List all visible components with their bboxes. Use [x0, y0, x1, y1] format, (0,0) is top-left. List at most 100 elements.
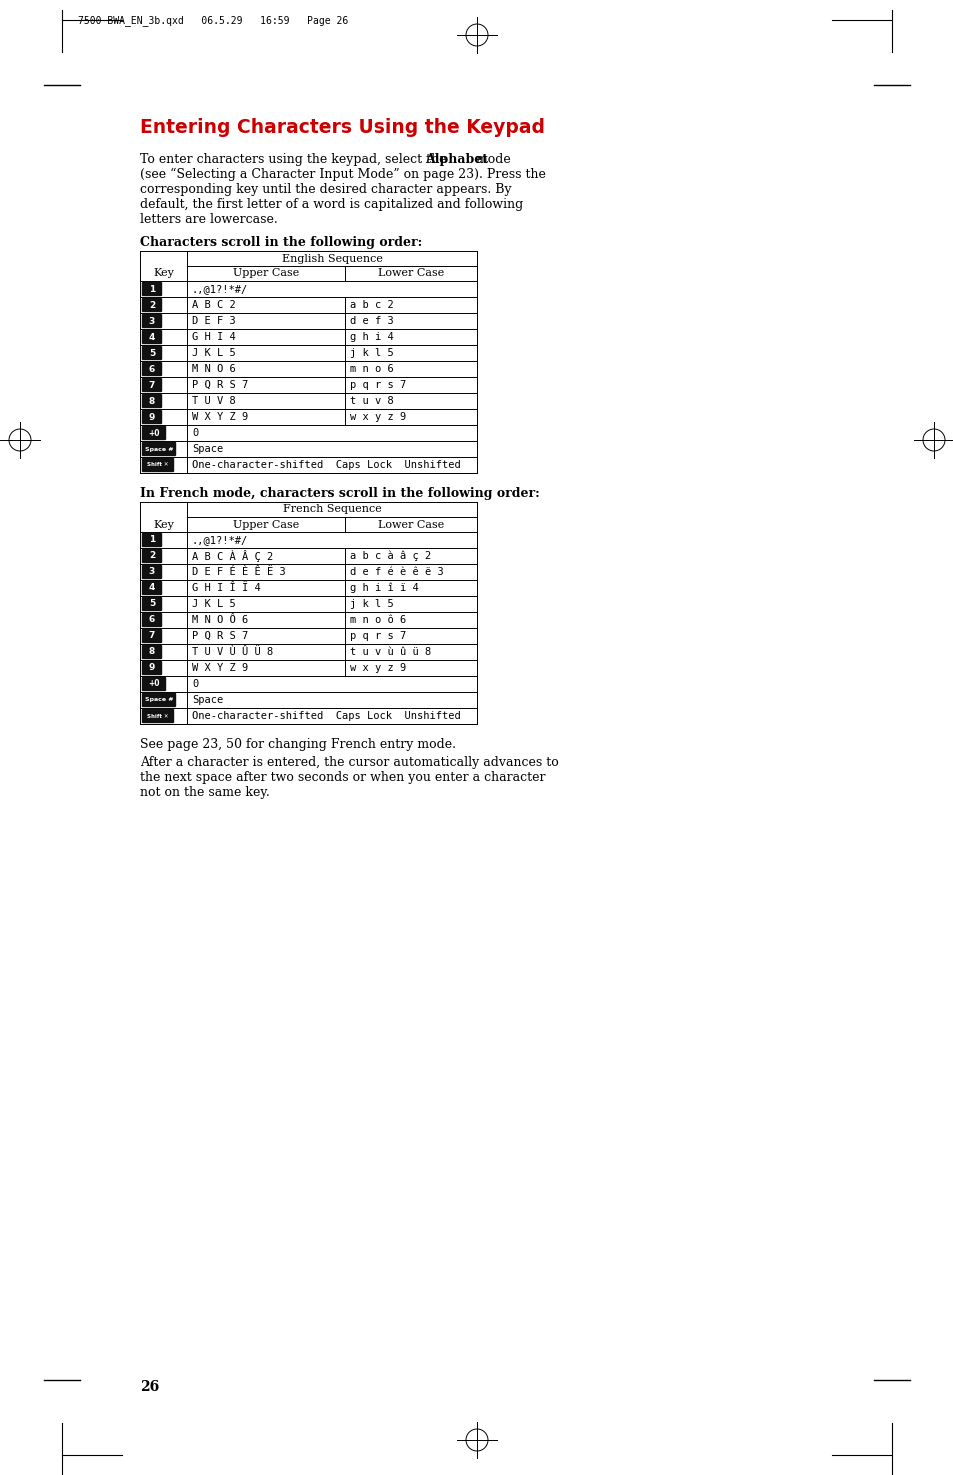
FancyBboxPatch shape: [142, 394, 162, 409]
Text: Characters scroll in the following order:: Characters scroll in the following order…: [140, 236, 422, 249]
Text: D E F 3: D E F 3: [192, 316, 235, 326]
Text: A B C À Â Ç 2: A B C À Â Ç 2: [192, 550, 273, 562]
Text: Lower Case: Lower Case: [377, 519, 444, 530]
Text: d e f é è ê ë 3: d e f é è ê ë 3: [350, 566, 443, 577]
Text: 3: 3: [149, 317, 155, 326]
Text: j k l 5: j k l 5: [350, 348, 394, 358]
Text: M N O 6: M N O 6: [192, 364, 235, 375]
FancyBboxPatch shape: [142, 612, 162, 627]
FancyBboxPatch shape: [142, 314, 162, 329]
Text: Entering Characters Using the Keypad: Entering Characters Using the Keypad: [140, 118, 544, 137]
Text: In French mode, characters scroll in the following order:: In French mode, characters scroll in the…: [140, 487, 539, 500]
FancyBboxPatch shape: [142, 410, 162, 425]
FancyBboxPatch shape: [142, 628, 162, 643]
FancyBboxPatch shape: [142, 597, 162, 611]
Text: 2: 2: [149, 301, 155, 310]
Text: 8: 8: [149, 397, 155, 406]
Text: +0: +0: [148, 680, 159, 689]
Text: 4: 4: [149, 584, 155, 593]
Text: 8: 8: [149, 648, 155, 656]
Text: .,@1?!*#/: .,@1?!*#/: [192, 535, 248, 544]
Text: a b c 2: a b c 2: [350, 299, 394, 310]
Text: t u v ù û ü 8: t u v ù û ü 8: [350, 648, 431, 656]
FancyBboxPatch shape: [142, 693, 176, 707]
Text: See page 23, 50 for changing French entry mode.: See page 23, 50 for changing French entr…: [140, 738, 456, 751]
FancyBboxPatch shape: [142, 532, 162, 547]
Text: 6: 6: [149, 615, 155, 624]
Text: Key: Key: [152, 519, 173, 530]
Text: default, the first letter of a word is capitalized and following: default, the first letter of a word is c…: [140, 198, 522, 211]
Text: J K L 5: J K L 5: [192, 348, 235, 358]
FancyBboxPatch shape: [142, 709, 174, 723]
Text: Space #: Space #: [145, 447, 173, 451]
Text: mode: mode: [472, 153, 510, 167]
Text: 1: 1: [149, 535, 155, 544]
Text: Shift ✕: Shift ✕: [147, 714, 169, 718]
Text: P Q R S 7: P Q R S 7: [192, 381, 248, 389]
Text: m n o 6: m n o 6: [350, 364, 394, 375]
Text: 9: 9: [149, 664, 155, 673]
Text: One-character-shifted  Caps Lock  Unshifted: One-character-shifted Caps Lock Unshifte…: [192, 460, 460, 471]
Text: not on the same key.: not on the same key.: [140, 786, 270, 799]
Text: G H I 4: G H I 4: [192, 332, 235, 342]
FancyBboxPatch shape: [142, 661, 162, 676]
FancyBboxPatch shape: [142, 549, 162, 563]
FancyBboxPatch shape: [142, 330, 162, 344]
FancyBboxPatch shape: [142, 581, 162, 596]
Text: A B C 2: A B C 2: [192, 299, 235, 310]
Text: D E F É È Ê Ë 3: D E F É È Ê Ë 3: [192, 566, 286, 577]
FancyBboxPatch shape: [142, 345, 162, 360]
FancyBboxPatch shape: [142, 457, 174, 472]
FancyBboxPatch shape: [142, 565, 162, 580]
Text: W X Y Z 9: W X Y Z 9: [192, 662, 248, 673]
Text: Upper Case: Upper Case: [233, 268, 299, 279]
Text: Key: Key: [152, 268, 173, 279]
Text: Alphabet: Alphabet: [424, 153, 488, 167]
Text: 5: 5: [149, 599, 155, 609]
Text: letters are lowercase.: letters are lowercase.: [140, 212, 277, 226]
Text: (see “Selecting a Character Input Mode” on page 23). Press the: (see “Selecting a Character Input Mode” …: [140, 168, 545, 181]
Text: W X Y Z 9: W X Y Z 9: [192, 412, 248, 422]
Text: One-character-shifted  Caps Lock  Unshifted: One-character-shifted Caps Lock Unshifte…: [192, 711, 460, 721]
Text: French Sequence: French Sequence: [282, 504, 381, 515]
Text: 7500 BWA_EN_3b.qxd   06.5.29   16:59   Page 26: 7500 BWA_EN_3b.qxd 06.5.29 16:59 Page 26: [78, 15, 348, 27]
Text: M N O Ô 6: M N O Ô 6: [192, 615, 248, 625]
Text: j k l 5: j k l 5: [350, 599, 394, 609]
Text: m n o ô 6: m n o ô 6: [350, 615, 406, 625]
Text: 9: 9: [149, 413, 155, 422]
Text: p q r s 7: p q r s 7: [350, 381, 406, 389]
Text: P Q R S 7: P Q R S 7: [192, 631, 248, 642]
Text: p q r s 7: p q r s 7: [350, 631, 406, 642]
Text: 7: 7: [149, 631, 155, 640]
Text: a b c à â ç 2: a b c à â ç 2: [350, 550, 431, 562]
Text: T U V 8: T U V 8: [192, 395, 235, 406]
Text: 5: 5: [149, 348, 155, 357]
FancyBboxPatch shape: [142, 442, 176, 456]
Text: J K L 5: J K L 5: [192, 599, 235, 609]
Text: 0: 0: [192, 428, 198, 438]
Text: After a character is entered, the cursor automatically advances to: After a character is entered, the cursor…: [140, 757, 558, 768]
Text: 1: 1: [149, 285, 155, 294]
Text: Upper Case: Upper Case: [233, 519, 299, 530]
FancyBboxPatch shape: [142, 282, 162, 296]
Text: w x y z 9: w x y z 9: [350, 412, 406, 422]
Text: 0: 0: [192, 678, 198, 689]
Text: corresponding key until the desired character appears. By: corresponding key until the desired char…: [140, 183, 511, 196]
Text: 3: 3: [149, 568, 155, 577]
FancyBboxPatch shape: [142, 645, 162, 659]
Text: t u v 8: t u v 8: [350, 395, 394, 406]
Text: Lower Case: Lower Case: [377, 268, 444, 279]
Text: 2: 2: [149, 552, 155, 560]
Text: +0: +0: [148, 429, 159, 438]
Text: English Sequence: English Sequence: [281, 254, 382, 264]
Text: Space: Space: [192, 695, 223, 705]
Text: Space #: Space #: [145, 698, 173, 702]
FancyBboxPatch shape: [142, 426, 166, 440]
Text: Shift ✕: Shift ✕: [147, 463, 169, 468]
Text: T U V Ù Û Ü 8: T U V Ù Û Ü 8: [192, 648, 273, 656]
FancyBboxPatch shape: [142, 298, 162, 313]
Text: To enter characters using the keypad, select the: To enter characters using the keypad, se…: [140, 153, 450, 167]
Text: 7: 7: [149, 381, 155, 389]
FancyBboxPatch shape: [142, 677, 166, 692]
Text: 26: 26: [140, 1381, 159, 1394]
